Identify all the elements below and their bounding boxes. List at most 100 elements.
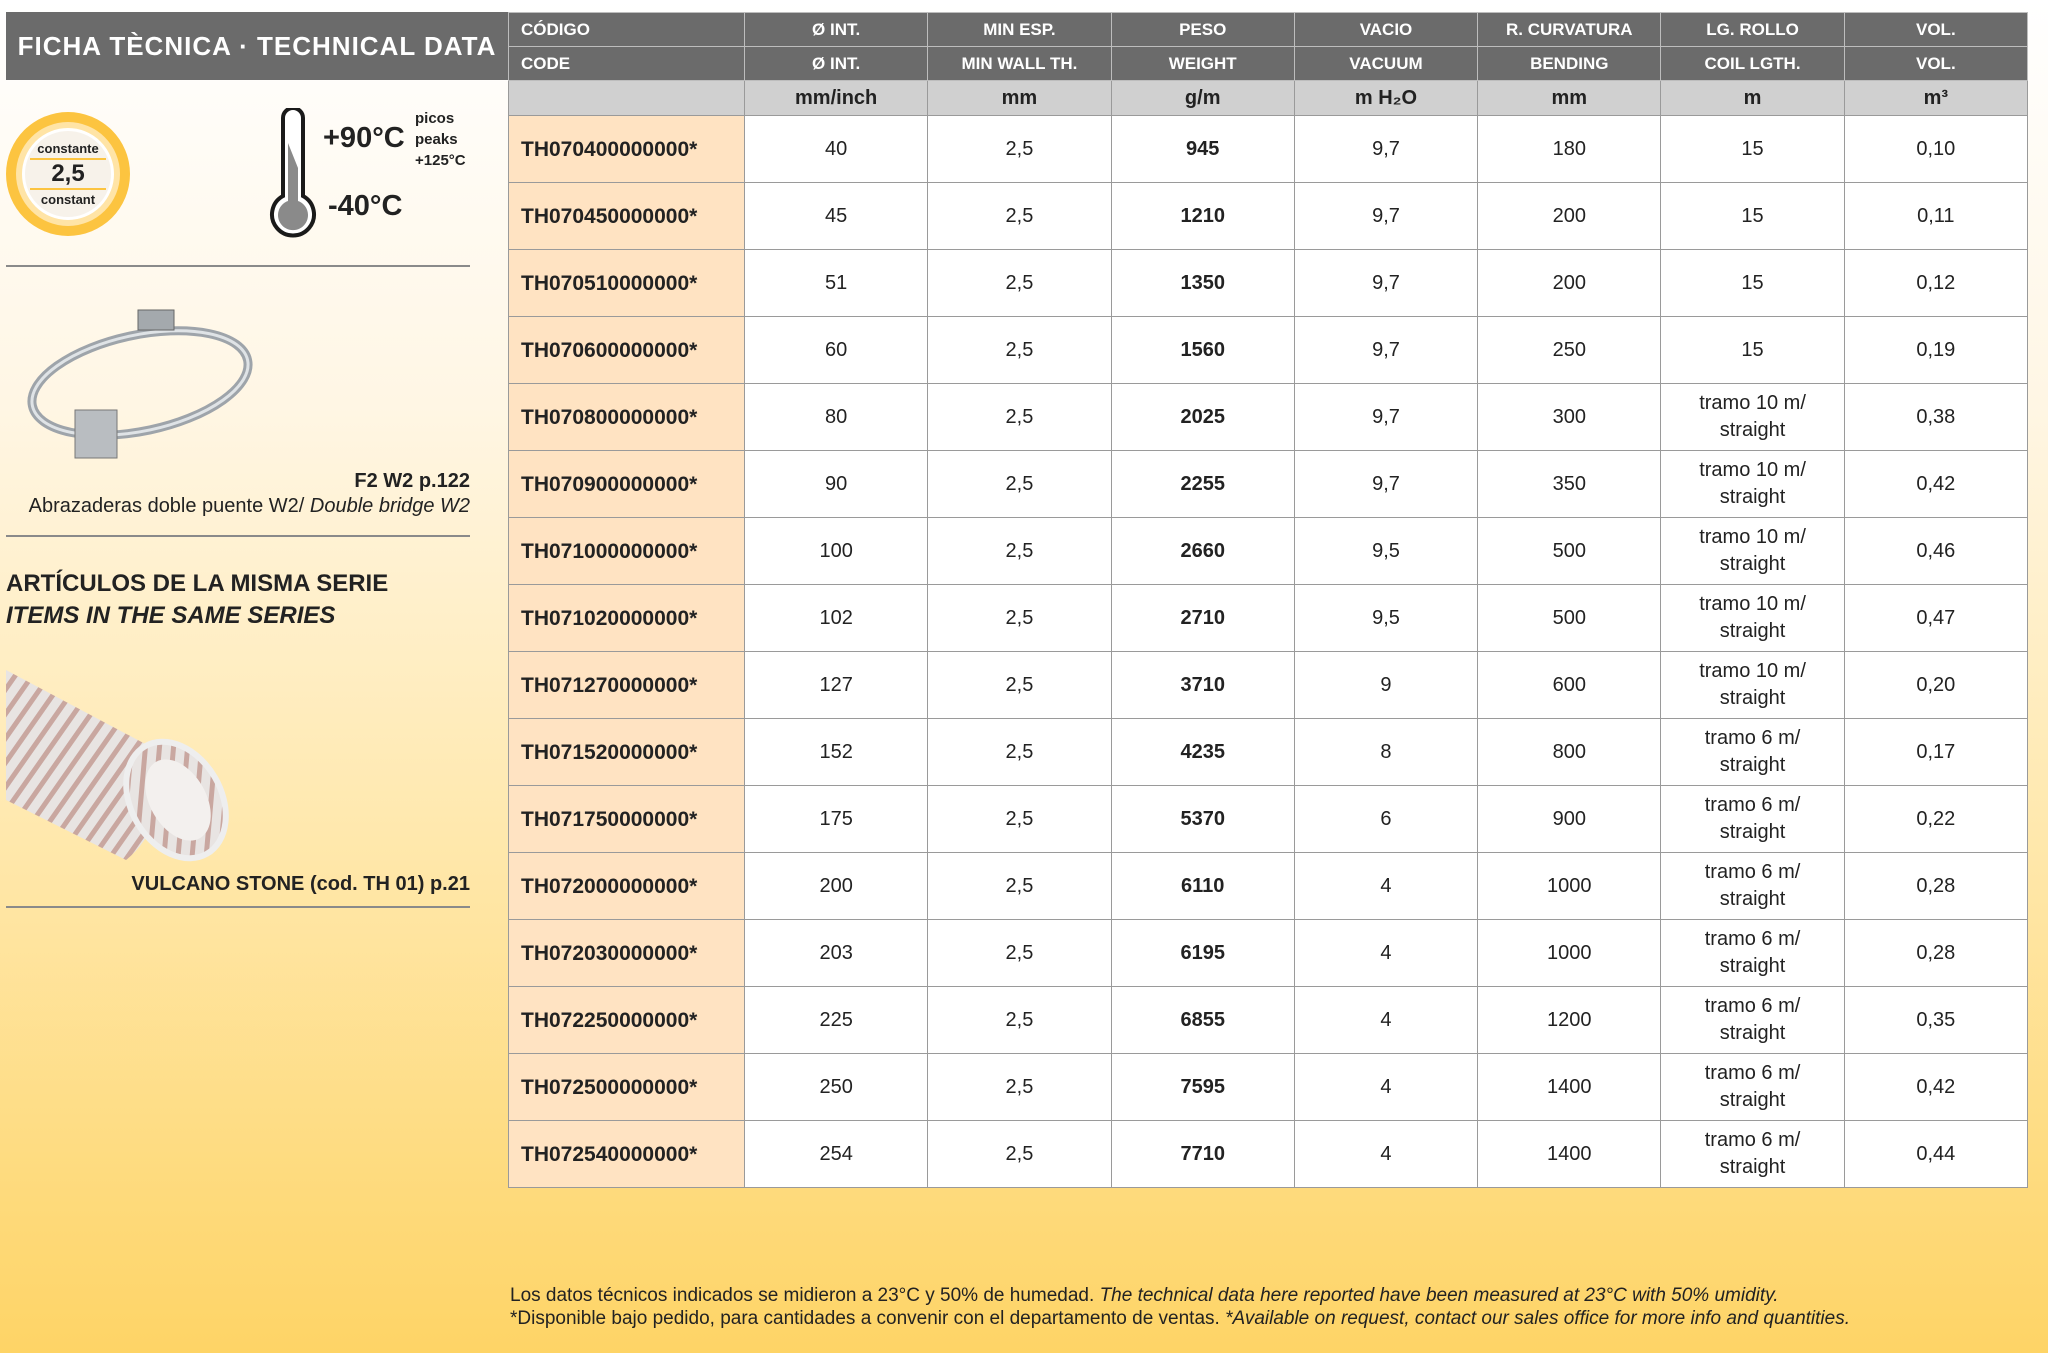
table-cell: 0,12	[1843, 249, 2029, 317]
peaks-en: peaks	[415, 131, 458, 148]
unit-cell: mm	[1477, 80, 1662, 116]
table-cell: 2,5	[927, 986, 1112, 1054]
table-cell: 2,5	[927, 584, 1112, 652]
table-cell: 1400	[1477, 1053, 1662, 1121]
table-cell: 254	[743, 1120, 929, 1188]
table-cell: 100	[743, 517, 929, 585]
column-header: Ø INT.	[743, 12, 929, 47]
table-cell: 9,7	[1293, 249, 1479, 317]
table-row: TH072250000000* 225 2,5 6855 4 1200 tramo 6 m/…	[508, 986, 2029, 1054]
table-cell: 51	[743, 249, 929, 317]
series-title-es: ARTÍCULOS DE LA MISMA SERIE	[6, 570, 389, 597]
code-cell: TH072540000000*	[508, 1120, 745, 1188]
table-cell: 0,11	[1843, 182, 2029, 250]
table-cell: 7710	[1110, 1120, 1295, 1188]
table-cell: 2,5	[927, 249, 1112, 317]
table-cell: 600	[1477, 651, 1662, 719]
table-cell: 200	[1477, 249, 1662, 317]
table-cell: 15	[1660, 316, 1845, 384]
table-cell: 45	[743, 182, 929, 250]
table-row: TH070450000000* 45 2,5 1210 9,7 200 15 0,11	[508, 182, 2029, 250]
table-cell: 2,5	[927, 1120, 1112, 1188]
column-header: PESO	[1110, 12, 1295, 47]
table-cell: 800	[1477, 718, 1662, 786]
table-row: TH072030000000* 203 2,5 6195 4 1000 tramo 6 m/…	[508, 919, 2029, 987]
table-cell: 2,5	[927, 517, 1112, 585]
table-cell: 9	[1293, 651, 1479, 719]
code-cell: TH072030000000*	[508, 919, 745, 987]
table-cell: 2,5	[927, 115, 1112, 183]
table-cell: 0,46	[1843, 517, 2029, 585]
table-cell: 9,7	[1293, 316, 1479, 384]
code-cell: TH070400000000*	[508, 115, 745, 183]
code-cell: TH071270000000*	[508, 651, 745, 719]
table-cell: tramo 10 m/ straight	[1660, 517, 1845, 585]
code-cell: TH070900000000*	[508, 450, 745, 518]
code-cell: TH071020000000*	[508, 584, 745, 652]
hose-image	[6, 670, 229, 862]
footer-line2-en: *Available on request, contact our sales…	[1225, 1308, 1850, 1329]
table-cell: 2,5	[927, 919, 1112, 987]
table-cell: 15	[1660, 115, 1845, 183]
table-cell: 90	[743, 450, 929, 518]
table-cell: 8	[1293, 718, 1479, 786]
accessory-ref: F2 W2 p.122	[354, 470, 470, 492]
table-cell: 4	[1293, 852, 1479, 920]
table-cell: tramo 6 m/ straight	[1660, 1053, 1845, 1121]
column-header: MIN ESP.	[927, 12, 1112, 47]
table-cell: 4235	[1110, 718, 1295, 786]
table-row: TH071020000000* 102 2,5 2710 9,5 500 tramo 10 …	[508, 584, 2029, 652]
table-cell: 0,10	[1843, 115, 2029, 183]
table-cell: 1560	[1110, 316, 1295, 384]
table-cell: 0,17	[1843, 718, 2029, 786]
table-cell: 250	[743, 1053, 929, 1121]
table-cell: 9,7	[1293, 450, 1479, 518]
table-cell: 0,38	[1843, 383, 2029, 451]
table-cell: tramo 6 m/ straight	[1660, 852, 1845, 920]
table-cell: 250	[1477, 316, 1662, 384]
column-header: WEIGHT	[1110, 46, 1295, 81]
table-cell: 2025	[1110, 383, 1295, 451]
table-cell: 1000	[1477, 919, 1662, 987]
table-cell: 200	[1477, 182, 1662, 250]
column-header: VACIO	[1293, 12, 1479, 47]
table-cell: tramo 10 m/ straight	[1660, 450, 1845, 518]
table-cell: 2,5	[927, 450, 1112, 518]
column-header: COIL LGTH.	[1660, 46, 1845, 81]
table-row: TH072540000000* 254 2,5 7710 4 1400 tramo 6 m/…	[508, 1120, 2029, 1188]
table-cell: 102	[743, 584, 929, 652]
table-cell: 180	[1477, 115, 1662, 183]
hose-clamp-image	[27, 309, 253, 459]
table-row: TH070400000000* 40 2,5 945 9,7 180 15 0,10	[508, 115, 2029, 183]
unit-cell: mm	[927, 80, 1112, 116]
table-cell: 2255	[1110, 450, 1295, 518]
code-cell: TH072250000000*	[508, 986, 745, 1054]
table-cell: 9,5	[1293, 584, 1479, 652]
badge-value: 2,5	[30, 158, 106, 190]
table-cell: 1200	[1477, 986, 1662, 1054]
badge-bottom: constant	[40, 192, 96, 207]
table-cell: tramo 6 m/ straight	[1660, 1120, 1845, 1188]
table-cell: 900	[1477, 785, 1662, 853]
column-header: VACUUM	[1293, 46, 1479, 81]
column-header: Ø INT.	[743, 46, 929, 81]
code-cell: TH070800000000*	[508, 383, 745, 451]
series-title-en: ITEMS IN THE SAME SERIES	[6, 602, 336, 629]
divider	[6, 906, 470, 908]
table-cell: 4	[1293, 986, 1479, 1054]
table-cell: 15	[1660, 249, 1845, 317]
table-cell: tramo 6 m/ straight	[1660, 785, 1845, 853]
code-cell: TH072000000000*	[508, 852, 745, 920]
table-cell: 500	[1477, 517, 1662, 585]
table-cell: 2,5	[927, 785, 1112, 853]
unit-cell: m³	[1843, 80, 2029, 116]
table-cell: tramo 10 m/ straight	[1660, 383, 1845, 451]
series-item: VULCANO STONE (cod. TH 01) p.21	[131, 873, 470, 895]
table-cell: 2,5	[927, 383, 1112, 451]
accessory-desc-es: Abrazaderas doble puente W2/	[28, 495, 305, 517]
column-header: VOL.	[1843, 12, 2029, 47]
table-cell: 3710	[1110, 651, 1295, 719]
table-cell: 6	[1293, 785, 1479, 853]
table-cell: 0,22	[1843, 785, 2029, 853]
column-header: R. CURVATURA	[1477, 12, 1662, 47]
